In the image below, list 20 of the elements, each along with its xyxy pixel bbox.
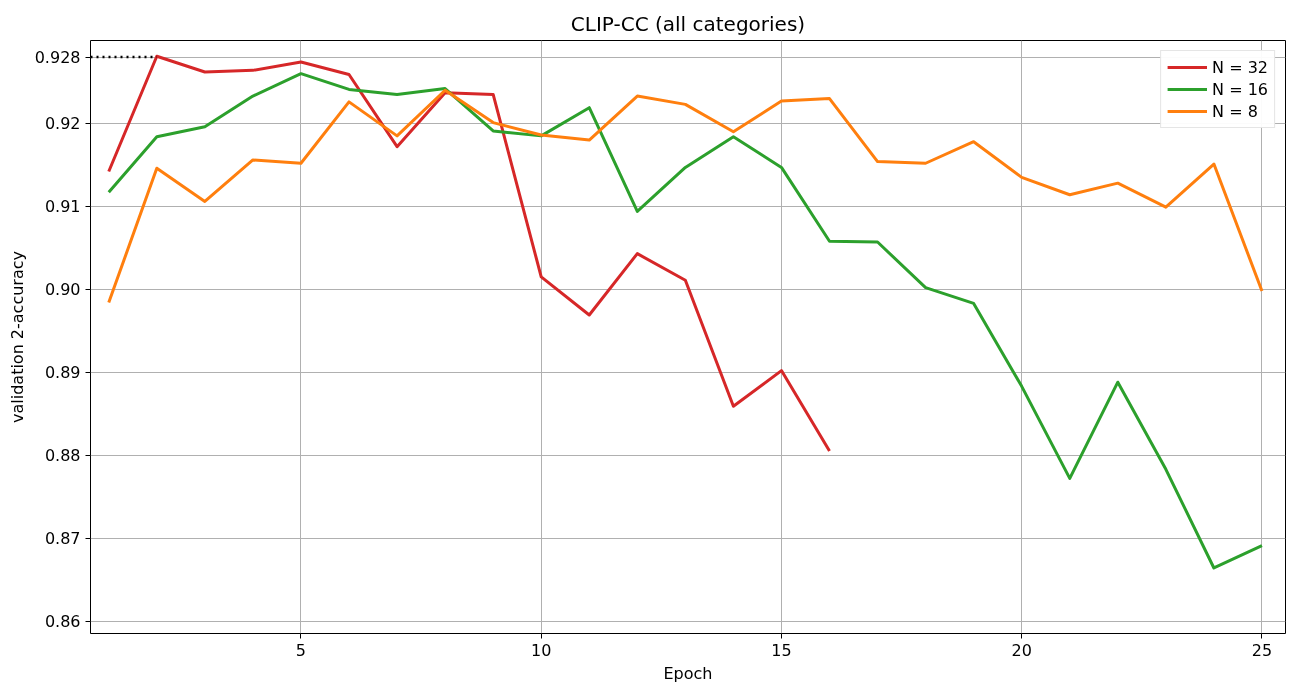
y-tick-label: 0.87 (44, 529, 81, 549)
x-axis-title: Epoch (663, 663, 713, 683)
y-tick-label: 0.928 (34, 48, 81, 68)
y-axis-title: validation 2-accuracy (7, 251, 27, 423)
x-tick-label: 20 (1011, 640, 1032, 660)
x-tick-label: 10 (531, 640, 552, 660)
x-tick-label: 25 (1251, 640, 1273, 660)
legend-label: N = 32 (1212, 57, 1268, 77)
y-tick-label: 0.92 (44, 114, 81, 134)
legend-label: N = 16 (1212, 79, 1268, 99)
y-tick-label: 0.90 (44, 280, 81, 300)
y-tick-label: 0.88 (44, 446, 81, 466)
legend-label: N = 8 (1212, 101, 1258, 121)
chart-title: CLIP-CC (all categories) (570, 11, 806, 36)
y-tick-label: 0.86 (44, 612, 81, 632)
x-tick-label: 15 (771, 640, 792, 660)
y-tick-label: 0.91 (44, 197, 81, 217)
line-series (107, 54, 832, 453)
y-tick-label: 0.89 (44, 363, 81, 383)
x-tick-label: 5 (295, 640, 307, 660)
